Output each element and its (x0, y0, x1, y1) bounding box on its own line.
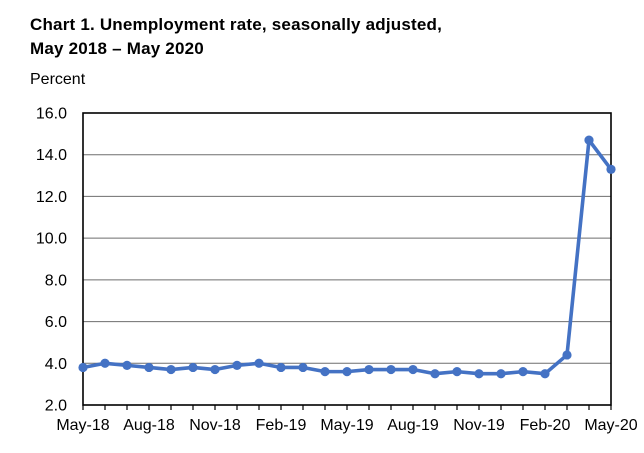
data-point-marker (342, 367, 352, 377)
data-point-marker (276, 362, 286, 373)
data-point-marker (452, 367, 462, 377)
data-point-marker (496, 369, 506, 379)
data-point-marker (100, 358, 110, 368)
data-point-marker (320, 367, 330, 377)
x-axis-tick-label: Feb-19 (256, 417, 307, 434)
y-axis-tick-label: 16.0 (36, 106, 67, 123)
x-axis-tick-label: Nov-18 (189, 417, 241, 434)
unemployment-rate-line (81, 138, 613, 376)
data-point-marker (188, 362, 198, 373)
x-axis-tick-label: May-20 (584, 417, 637, 434)
y-axis-tick-label: 6.0 (45, 314, 67, 331)
y-axis-tick-label: 14.0 (36, 147, 67, 164)
data-point-marker (474, 369, 484, 379)
data-point-marker (254, 358, 264, 368)
y-axis-tick-label: 4.0 (45, 356, 67, 373)
data-point-marker (78, 362, 88, 373)
y-axis-tick-label: 12.0 (36, 189, 67, 206)
x-axis-tick-label: Aug-18 (123, 417, 175, 434)
x-axis-tick-label: May-19 (320, 417, 373, 434)
data-point-marker (430, 369, 440, 379)
data-point-marker (144, 362, 154, 373)
data-point-marker (210, 364, 220, 375)
data-point-marker (122, 360, 132, 370)
data-point-marker (386, 364, 396, 375)
data-point-marker (518, 367, 528, 377)
data-point-marker (408, 364, 418, 375)
chart-title: Chart 1. Unemployment rate, seasonally a… (30, 13, 442, 61)
x-axis-tick-label: Feb-20 (520, 417, 571, 434)
plot-border (82, 112, 612, 406)
y-axis-unit-label: Percent (30, 71, 86, 88)
data-point-marker (232, 360, 242, 370)
y-axis-tick-label: 8.0 (45, 272, 67, 289)
data-point-marker (364, 364, 374, 375)
x-axis-tick-label: Aug-19 (387, 417, 439, 434)
data-point-marker (584, 135, 594, 145)
data-point-marker (540, 369, 550, 379)
y-axis-tick-label: 2.0 (45, 398, 67, 415)
data-point-marker (298, 362, 308, 373)
chart-title-line-2: May 2018 – May 2020 (30, 39, 204, 58)
data-point-marker (166, 364, 176, 375)
x-axis-tick-label: May-18 (56, 417, 109, 434)
x-axis-tick-label: Nov-19 (453, 417, 505, 434)
chart-title-line-1: Chart 1. Unemployment rate, seasonally a… (30, 15, 443, 34)
y-axis-tick-label: 10.0 (36, 231, 67, 248)
data-point-marker (606, 164, 616, 174)
data-point-marker (562, 350, 572, 360)
